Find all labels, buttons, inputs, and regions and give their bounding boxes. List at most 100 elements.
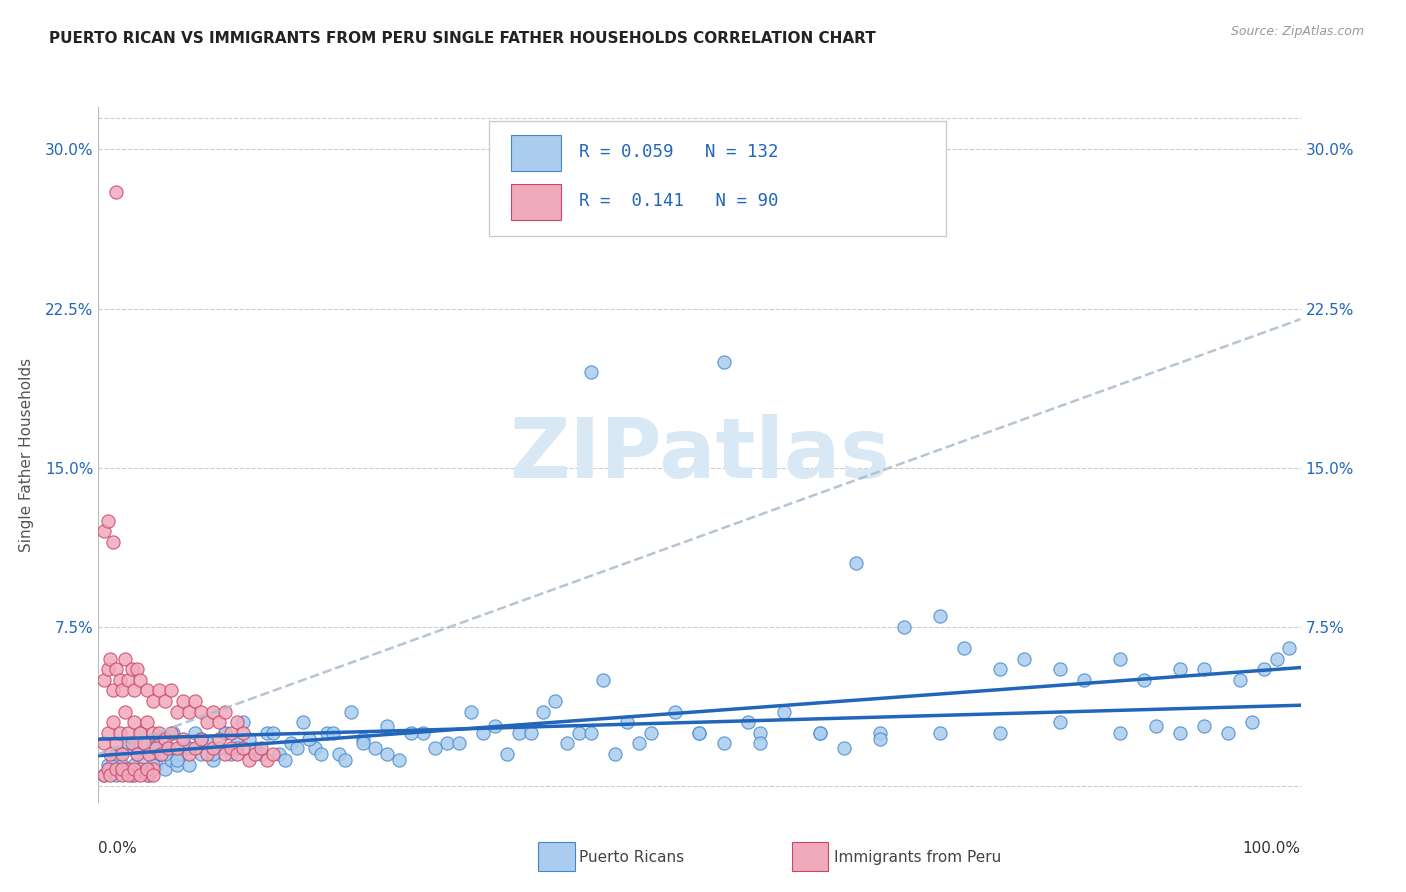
- Point: [195, 715, 218, 730]
- Point: [496, 747, 519, 761]
- Point: [232, 715, 254, 730]
- Point: [195, 736, 218, 750]
- Point: [129, 768, 152, 782]
- Point: [183, 740, 205, 755]
- Point: [352, 736, 374, 750]
- Point: [172, 694, 194, 708]
- Point: [928, 609, 950, 624]
- Point: [135, 736, 157, 750]
- Point: [135, 683, 157, 698]
- Point: [145, 740, 167, 755]
- Point: [145, 757, 167, 772]
- Point: [121, 662, 143, 676]
- Point: [1049, 662, 1071, 676]
- Point: [166, 705, 188, 719]
- Text: R = 0.059   N = 132: R = 0.059 N = 132: [579, 144, 779, 161]
- Point: [114, 762, 136, 776]
- Y-axis label: Single Father Households: Single Father Households: [18, 358, 34, 552]
- Point: [177, 705, 200, 719]
- Text: Immigrants from Peru: Immigrants from Peru: [834, 850, 1001, 864]
- Point: [1194, 719, 1216, 733]
- Point: [1109, 651, 1132, 665]
- Point: [520, 726, 543, 740]
- Point: [149, 732, 172, 747]
- Point: [628, 736, 651, 750]
- Point: [256, 753, 278, 767]
- Point: [988, 726, 1011, 740]
- Point: [1170, 726, 1192, 740]
- Point: [298, 732, 321, 747]
- Point: [214, 726, 236, 740]
- Point: [1049, 715, 1071, 730]
- Point: [208, 715, 231, 730]
- Point: [114, 705, 136, 719]
- Point: [1277, 640, 1299, 655]
- Point: [124, 683, 146, 698]
- Point: [148, 726, 170, 740]
- Point: [129, 762, 152, 776]
- Point: [111, 747, 134, 761]
- Point: [111, 768, 134, 782]
- Point: [808, 726, 831, 740]
- Point: [166, 740, 188, 755]
- Point: [869, 732, 891, 747]
- Point: [581, 365, 603, 379]
- Point: [581, 726, 603, 740]
- Text: ZIPatlas: ZIPatlas: [509, 415, 890, 495]
- Point: [274, 753, 297, 767]
- Point: [129, 726, 152, 740]
- Point: [177, 757, 200, 772]
- Point: [869, 726, 891, 740]
- Point: [1144, 719, 1167, 733]
- Point: [132, 736, 155, 750]
- Point: [484, 719, 506, 733]
- Point: [208, 732, 231, 747]
- Point: [748, 736, 770, 750]
- Point: [249, 747, 271, 761]
- Point: [93, 768, 115, 782]
- Point: [219, 747, 242, 761]
- Point: [148, 683, 170, 698]
- Point: [183, 726, 205, 740]
- Point: [121, 736, 143, 750]
- Point: [166, 757, 188, 772]
- Point: [105, 768, 128, 782]
- Point: [322, 726, 344, 740]
- Point: [135, 768, 157, 782]
- Text: Puerto Ricans: Puerto Ricans: [579, 850, 685, 864]
- Point: [141, 740, 163, 755]
- Point: [267, 747, 290, 761]
- Point: [304, 740, 326, 755]
- Point: [177, 740, 200, 755]
- Point: [157, 740, 180, 755]
- Point: [928, 726, 950, 740]
- Point: [121, 768, 143, 782]
- Point: [117, 726, 139, 740]
- Point: [460, 705, 482, 719]
- Point: [141, 762, 163, 776]
- Point: [1194, 662, 1216, 676]
- Point: [201, 705, 224, 719]
- Point: [285, 740, 308, 755]
- Point: [1229, 673, 1251, 687]
- Text: 100.0%: 100.0%: [1243, 841, 1301, 856]
- Point: [262, 726, 284, 740]
- Point: [135, 715, 157, 730]
- Point: [375, 719, 398, 733]
- Point: [138, 768, 160, 782]
- Point: [1133, 673, 1156, 687]
- Point: [132, 753, 155, 767]
- Point: [214, 747, 236, 761]
- Point: [508, 726, 530, 740]
- Point: [111, 762, 134, 776]
- Point: [153, 694, 176, 708]
- Point: [225, 740, 247, 755]
- Point: [105, 185, 128, 199]
- Point: [169, 747, 191, 761]
- Point: [97, 726, 120, 740]
- Point: [100, 768, 122, 782]
- Point: [280, 736, 302, 750]
- Point: [177, 747, 200, 761]
- Point: [243, 740, 266, 755]
- Point: [141, 726, 163, 740]
